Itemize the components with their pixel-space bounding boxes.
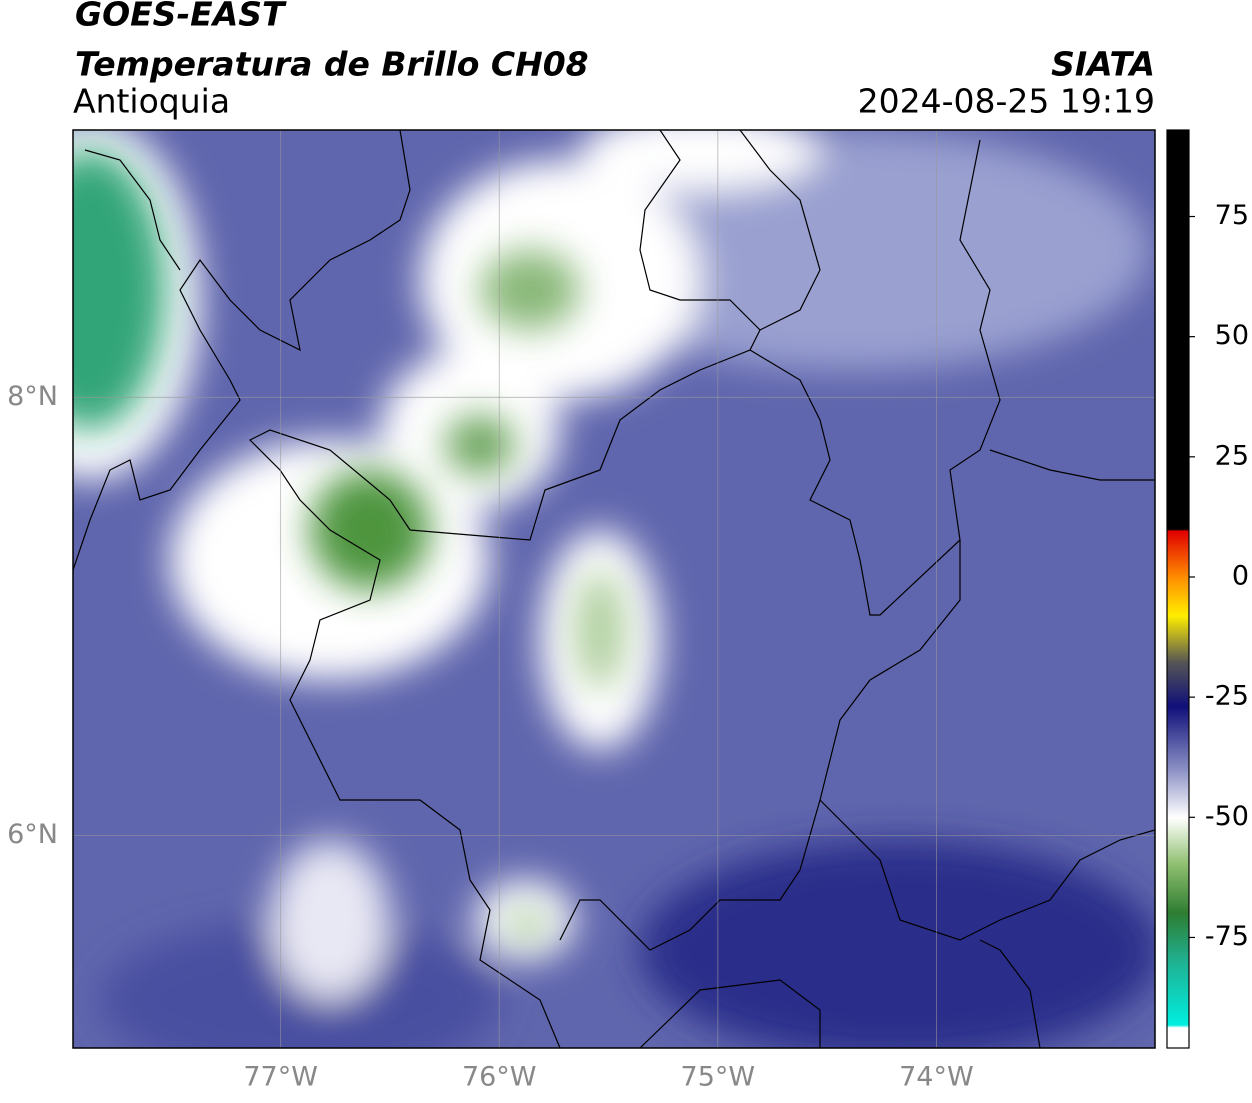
datetime-label: 2024-08-25 19:19: [858, 82, 1155, 121]
lon-tick-label: 76°W: [462, 1062, 537, 1093]
colorbar-tick-label: -75: [1205, 921, 1249, 952]
colorbar-tick-label: -25: [1205, 681, 1249, 712]
satellite-title: GOES-EAST: [75, 0, 287, 34]
region-label: Antioquia: [73, 82, 230, 121]
lon-tick-label: 77°W: [243, 1062, 318, 1093]
boundaries: [73, 130, 1155, 1048]
product-title: Temperatura de Brillo CH08: [75, 45, 589, 84]
colorbar-tick-label: 0: [1232, 560, 1249, 591]
colorbar-tick-label: -50: [1205, 801, 1249, 832]
colorbar-tick-label: 25: [1215, 440, 1249, 471]
lon-tick-label: 74°W: [899, 1062, 974, 1093]
graticule: [73, 130, 1155, 1048]
lon-tick-label: 75°W: [681, 1062, 756, 1093]
source-label: SIATA: [1051, 45, 1155, 84]
map-frame: [72, 129, 1156, 1049]
satellite-image: [73, 130, 1155, 1048]
colorbar-tick-label: 50: [1215, 320, 1249, 351]
colorbar: [1166, 129, 1190, 1049]
colorbar-tick-label: 75: [1215, 200, 1249, 231]
lat-tick-label: 6°N: [7, 819, 58, 850]
lat-tick-label: 8°N: [7, 381, 58, 412]
